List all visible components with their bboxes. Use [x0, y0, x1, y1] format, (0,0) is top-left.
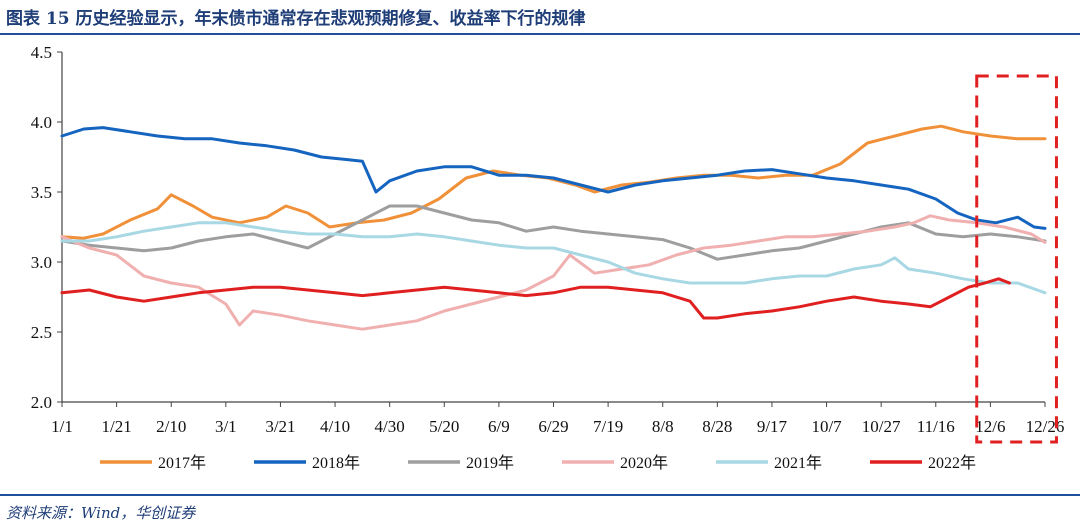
y-tick-label: 3.5: [31, 183, 52, 202]
x-tick-label: 7/19: [593, 417, 623, 436]
series-line-1: [60, 126, 1047, 230]
legend-label: 2018年: [312, 454, 360, 472]
series-line-4: [60, 221, 1047, 295]
y-tick-label: 4.5: [31, 43, 52, 62]
x-tick-label: 1/21: [101, 417, 131, 436]
series-lines: [60, 124, 1047, 331]
x-tick-label: 1/1: [51, 417, 73, 436]
source-note: 资料来源：Wind，华创证券: [6, 504, 196, 522]
x-tick-label: 12/6: [975, 417, 1005, 436]
x-tick-label: 3/21: [265, 417, 295, 436]
y-tick-label: 4.0: [31, 113, 52, 132]
legend-label: 2019年: [466, 454, 514, 472]
x-tick-label: 10/27: [862, 417, 901, 436]
highlight-box: [975, 74, 1058, 444]
y-tick-label: 3.0: [31, 253, 52, 272]
x-tick-label: 9/17: [757, 417, 788, 436]
y-tick-label: 2.5: [31, 323, 52, 342]
axes: 2.0 2.5 3.0 3.5 4.0 4.5 1/1 1/21 2/10 3/1 3/21 4/10…: [31, 43, 1065, 436]
series-line-5: [60, 277, 1011, 320]
x-tick-label: 2/10: [156, 417, 186, 436]
x-tick-label: 10/7: [811, 417, 842, 436]
legend-label: 2020年: [620, 454, 668, 472]
line-chart: 2.0 2.5 3.0 3.5 4.0 4.5 1/1 1/21 2/10 3/1 3/21 4/10…: [31, 43, 1065, 472]
x-tick-label: 5/20: [429, 417, 459, 436]
series-line-3: [60, 214, 1047, 331]
legend-label: 2021年: [774, 454, 822, 472]
x-tick-label: 6/29: [538, 417, 568, 436]
source-divider: [0, 494, 1080, 496]
x-tick-label: 12/26: [1026, 417, 1065, 436]
x-tick-label: 3/1: [215, 417, 237, 436]
legend-label: 2017年: [158, 454, 206, 472]
x-tick-label: 4/30: [375, 417, 405, 436]
x-tick-label: 6/9: [488, 417, 510, 436]
series-line-2: [60, 204, 1047, 261]
x-tick-label: 4/10: [320, 417, 350, 436]
x-tick-label: 11/16: [917, 417, 955, 436]
figure-title: 图表 15 历史经验显示，年末债市通常存在悲观预期修复、收益率下行的规律: [6, 9, 586, 29]
title-divider: [0, 33, 1080, 35]
x-tick-label: 8/8: [652, 417, 674, 436]
highlight-dashed-rect: [975, 74, 1058, 444]
legend-label: 2022年: [928, 454, 976, 472]
x-tick-label: 8/28: [702, 417, 732, 436]
y-tick-label: 2.0: [31, 393, 52, 412]
legend: 2017年 2018年 2019年 2020年 2021年 2022年: [100, 454, 976, 472]
